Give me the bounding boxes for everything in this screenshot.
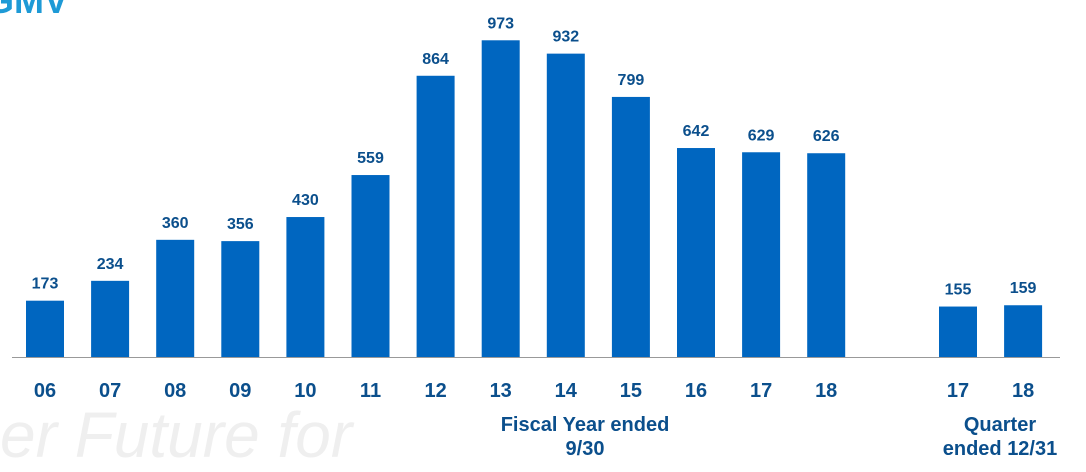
bar-2 bbox=[156, 239, 195, 357]
tick-label-7: 13 bbox=[490, 380, 512, 402]
bar-4 bbox=[286, 217, 325, 357]
value-label-11: 629 bbox=[748, 127, 775, 144]
quarter-label-line-2: ended 12/31 bbox=[942, 438, 1058, 460]
tick-label-9: 15 bbox=[620, 380, 642, 402]
tick-label-0: 06 bbox=[34, 380, 56, 402]
bar-7 bbox=[481, 40, 520, 357]
tick-labels-group: 06 07 08 09 10 11 12 13 14 15 16 17 18 17 18 bbox=[34, 380, 1034, 402]
bar-14 bbox=[1004, 305, 1043, 357]
tick-label-14: 18 bbox=[1012, 380, 1034, 402]
value-label-12: 626 bbox=[813, 128, 840, 145]
bar-5 bbox=[351, 175, 390, 357]
bars-group bbox=[26, 40, 1043, 357]
tick-label-5: 11 bbox=[360, 380, 381, 402]
tick-label-3: 09 bbox=[229, 380, 251, 402]
quarter-label-line-1: Quarter bbox=[963, 414, 1037, 436]
value-label-2: 360 bbox=[162, 215, 189, 232]
value-label-9: 799 bbox=[618, 72, 645, 89]
bar-9 bbox=[611, 96, 650, 357]
tick-label-12: 18 bbox=[815, 380, 837, 402]
fiscal-year-label-line-1: Fiscal Year ended bbox=[500, 414, 670, 436]
tick-label-13: 17 bbox=[947, 380, 969, 402]
bar-3 bbox=[221, 241, 260, 357]
value-label-0: 173 bbox=[32, 276, 59, 293]
bar-12 bbox=[807, 153, 846, 357]
bar-8 bbox=[546, 53, 585, 357]
tick-label-10: 16 bbox=[685, 380, 707, 402]
value-label-8: 932 bbox=[552, 29, 579, 46]
quarter-group-label: Quarter ended 12/31 bbox=[915, 413, 1085, 461]
bar-1 bbox=[91, 280, 130, 357]
bar-13 bbox=[939, 306, 977, 357]
fiscal-year-group-label: Fiscal Year ended 9/30 bbox=[440, 413, 730, 461]
chart-title: GMV bbox=[0, 0, 69, 21]
bar-10 bbox=[677, 148, 715, 357]
bar-11 bbox=[742, 152, 781, 357]
value-label-4: 430 bbox=[292, 192, 319, 209]
value-label-10: 642 bbox=[683, 123, 710, 140]
value-label-5: 559 bbox=[357, 150, 384, 167]
tick-label-8: 14 bbox=[555, 380, 578, 402]
value-label-13: 155 bbox=[945, 282, 972, 299]
tick-label-2: 08 bbox=[164, 380, 186, 402]
tick-label-1: 07 bbox=[99, 380, 121, 402]
tick-label-11: 17 bbox=[750, 380, 772, 402]
tick-label-6: 12 bbox=[424, 380, 446, 402]
bar-0 bbox=[26, 300, 64, 357]
fiscal-year-label-line-2: 9/30 bbox=[565, 438, 605, 460]
value-label-1: 234 bbox=[97, 256, 124, 273]
value-labels-group: 173 234 360 356 430 559 864 973 932 799 642 629 626 1… bbox=[32, 15, 1037, 298]
tick-label-4: 10 bbox=[294, 380, 316, 402]
value-label-3: 356 bbox=[227, 216, 254, 233]
value-label-7: 973 bbox=[487, 15, 514, 32]
value-label-6: 864 bbox=[422, 51, 449, 68]
value-label-14: 159 bbox=[1010, 280, 1037, 297]
bar-6 bbox=[416, 75, 455, 357]
